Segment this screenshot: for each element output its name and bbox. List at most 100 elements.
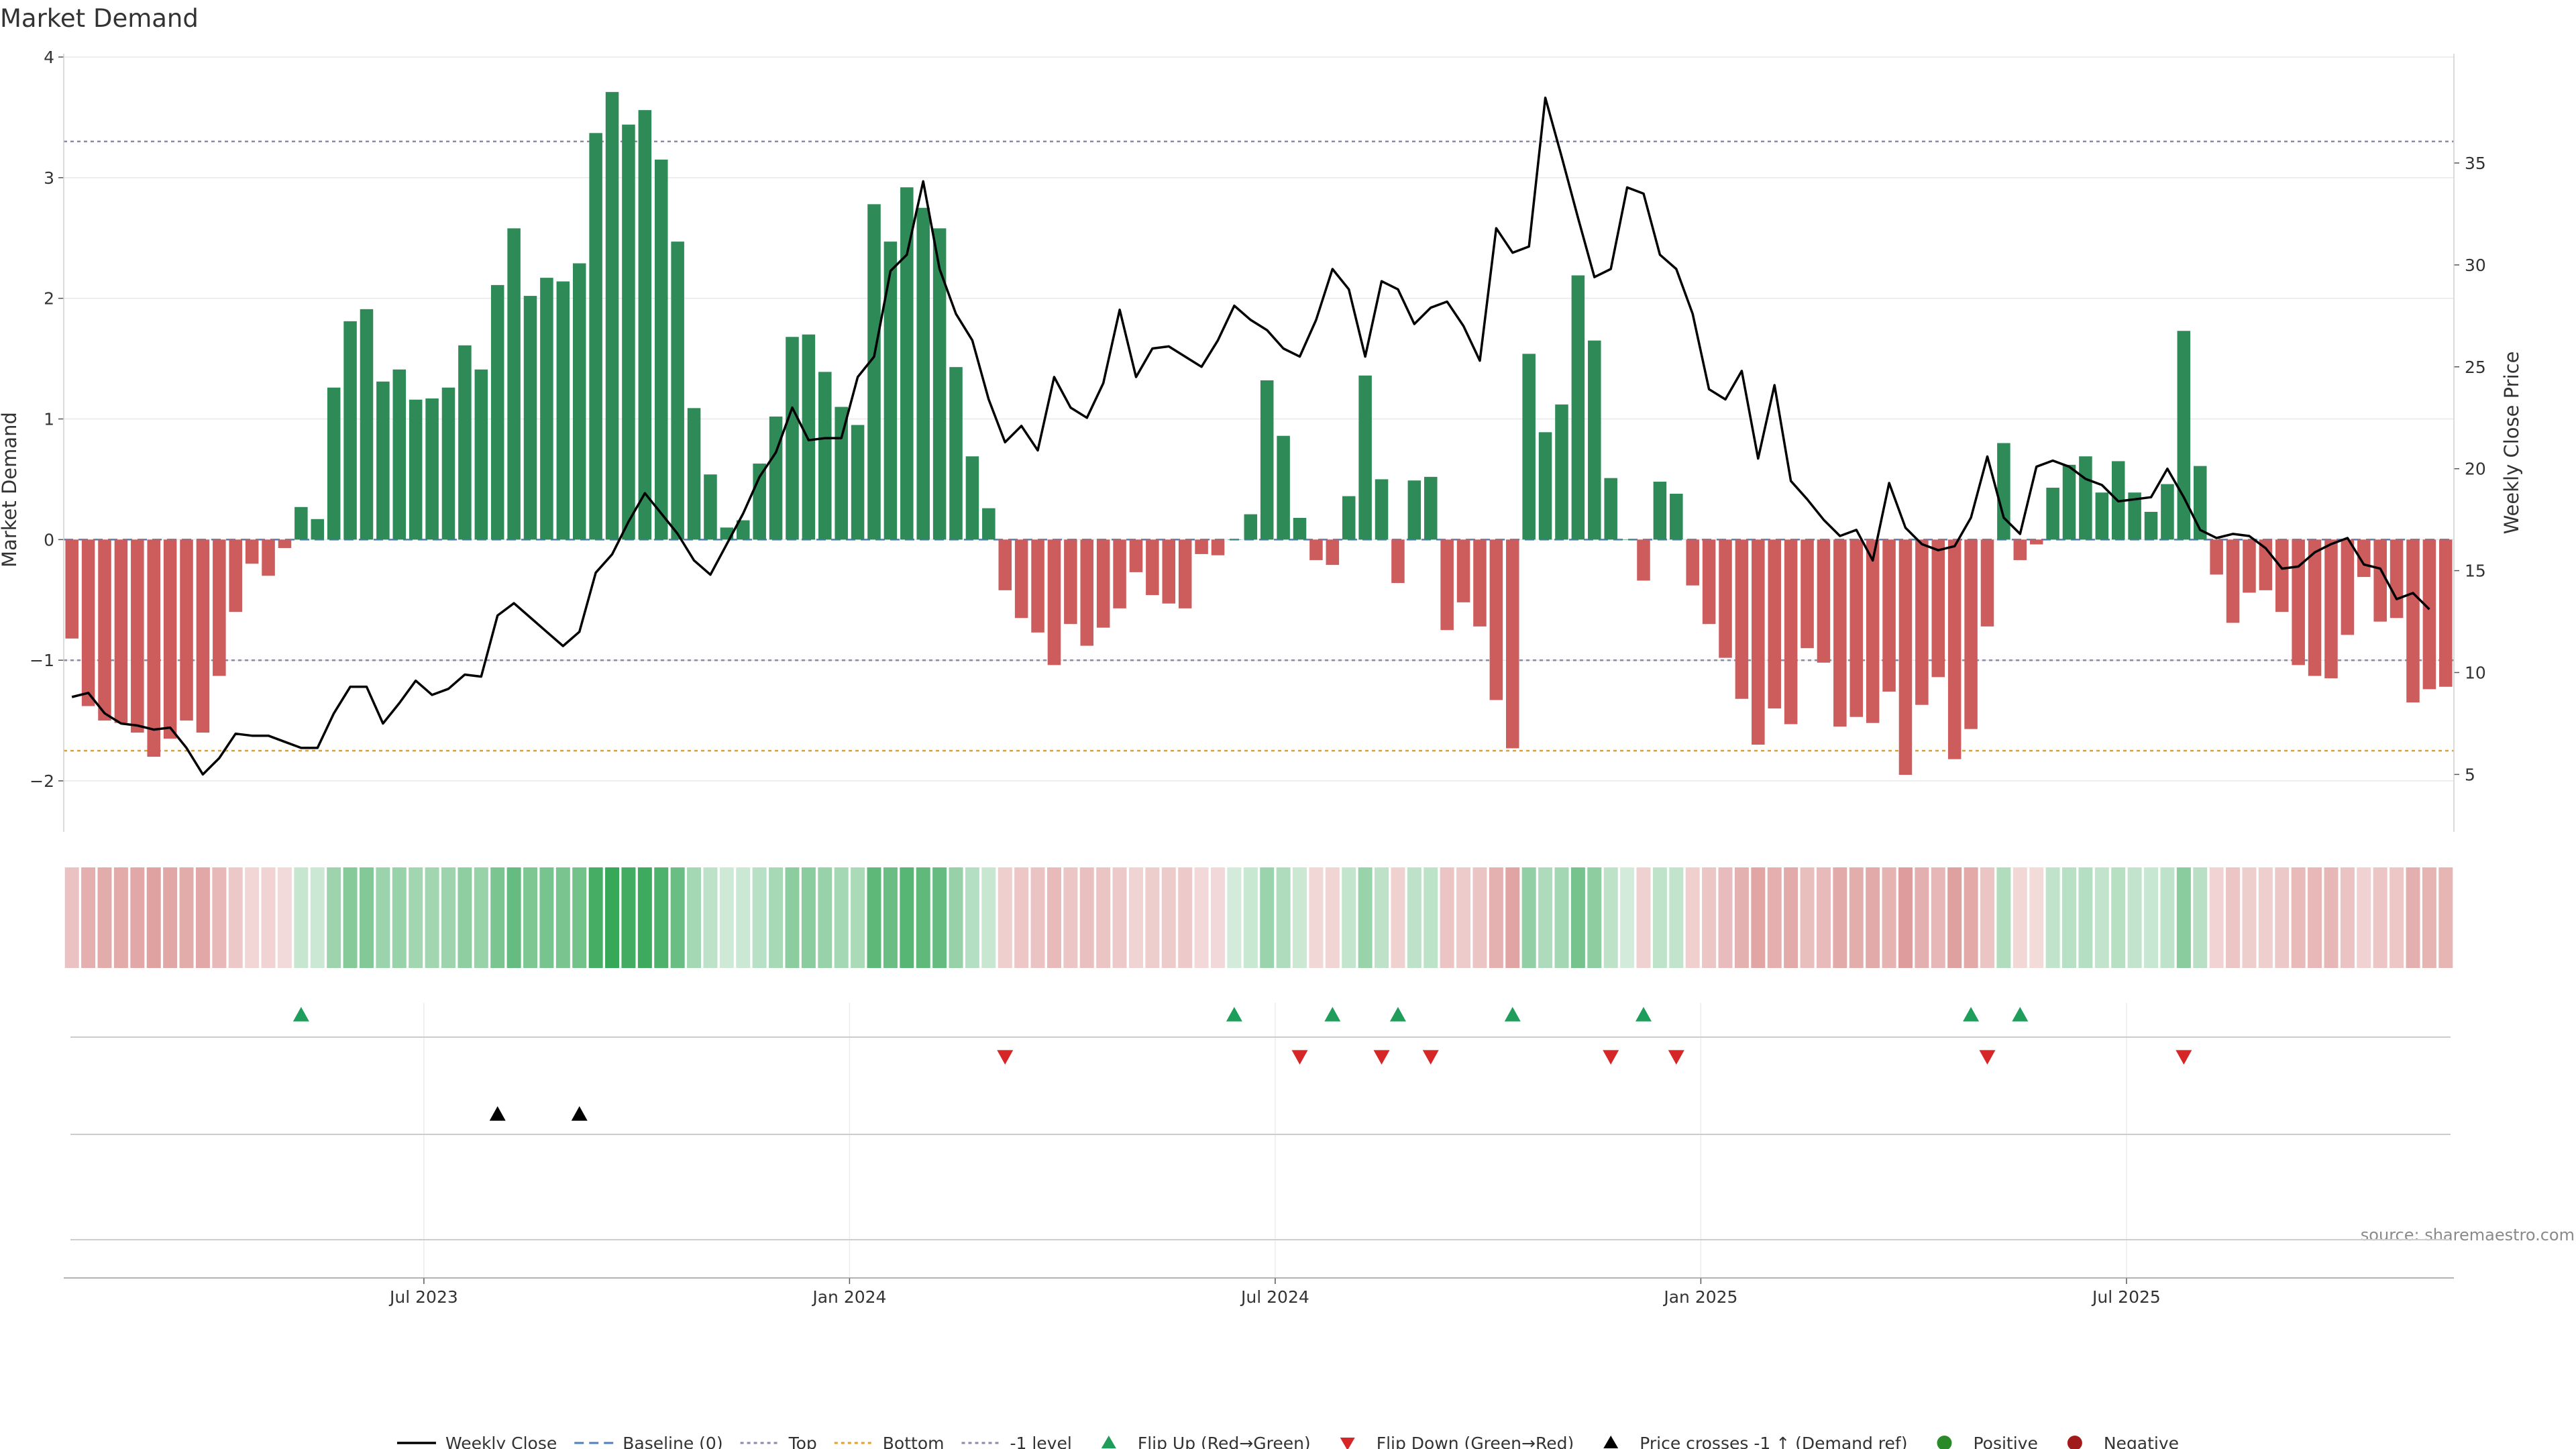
demand-bar-negative [1702,539,1716,625]
demand-bar-negative [65,539,78,639]
demand-bar-positive [1424,476,1438,540]
demand-color-strip [64,867,2453,968]
demand-bar-positive [687,408,701,540]
demand-bar-positive [1407,480,1421,540]
demand-bar-positive [409,399,423,540]
demand-bar-negative [1309,539,1323,560]
weekly-close-series [71,97,2430,776]
strip-cell-positive [392,867,407,968]
demand-bar-negative [998,539,1012,590]
demand-bar-positive [1293,517,1307,540]
strip-cell-negative [2209,867,2224,968]
strip-cell-negative [2406,867,2420,968]
strip-cell-negative [1767,867,1782,968]
demand-bar-positive [622,124,635,540]
strip-cell-negative [2029,867,2044,968]
flip-up-marker [292,1007,309,1022]
left-axis-label: Market Demand [0,412,21,568]
legend-item-positive: Positive [1937,1434,2038,1449]
source-credit: source: sharemaestro.com [2361,1226,2575,1244]
demand-bar-positive [671,241,684,540]
demand-bar-positive [786,337,799,540]
demand-bar-negative [1686,539,1699,586]
strip-cell-positive [2094,867,2109,968]
demand-bar-positive [900,187,914,540]
strip-cell-positive [654,867,669,968]
legend-item-label: Baseline (0) [623,1434,722,1449]
demand-bar-negative [2324,539,2338,679]
demand-bar-negative [2243,539,2256,593]
demand-bar-negative [245,539,259,564]
demand-bar-negative [1866,539,1880,723]
demand-bar-positive [1522,354,1536,540]
signal-markers [292,1007,2192,1121]
demand-bar-positive [474,369,488,540]
strip-cell-negative [1505,867,1520,968]
demand-bar-positive [965,456,979,540]
strip-cell-negative [1079,867,1094,968]
strip-cell-positive [2176,867,2191,968]
strip-cell-positive [310,867,325,968]
demand-bar-positive [2095,492,2109,540]
demand-bar-negative [1931,539,1945,678]
demand-bar-positive [376,381,390,540]
strip-cell-positive [1570,867,1585,968]
strip-cell-positive [2062,867,2076,968]
demand-bar-positive [916,207,930,540]
demand-bar-negative [196,539,210,733]
strip-cell-positive [932,867,947,968]
strip-cell-negative [195,867,210,968]
strip-cell-negative [1161,867,1176,968]
strip-cell-positive [506,867,521,968]
flip-down-marker [1603,1050,1619,1065]
price-cross-marker [571,1106,588,1121]
demand-bar-positive [802,334,816,540]
demand-bar-negative [1391,539,1405,584]
strip-cell-negative [1947,867,1962,968]
demand-bar-negative [1080,539,1094,646]
demand-bar-negative [1882,539,1896,692]
flip-up-marker [2012,1007,2029,1022]
demand-bar-positive [425,398,439,540]
demand-bar-negative [1637,539,1650,581]
strip-cell-positive [359,867,374,968]
flip-up-marker [1324,1007,1341,1022]
demand-bar-positive [982,508,996,540]
demand-bar-negative [1162,539,1176,604]
demand-bar-negative [1326,539,1340,566]
demand-bar-positive [2144,511,2158,540]
demand-bar-positive [2177,331,2191,540]
demand-bar-negative [131,539,144,733]
strip-cell-positive [1521,867,1536,968]
demand-bar-negative [229,539,243,612]
strip-cell-negative [64,867,79,968]
demand-bar-negative [163,539,177,739]
strip-cell-positive [2127,867,2142,968]
strip-cell-positive [1227,867,1242,968]
strip-cell-positive [670,867,685,968]
legend-item-price-cross: Price crosses -1 ↑ (Demand ref) [1603,1434,1907,1449]
strip-cell-positive [637,867,652,968]
legend-flip-up-icon [1101,1436,1116,1448]
demand-bar-negative [98,539,111,721]
strip-cell-negative [1472,867,1487,968]
demand-bar-negative [1768,539,1781,709]
strip-cell-positive [801,867,816,968]
strip-cell-positive [736,867,751,968]
weekly-close-line [71,97,2430,776]
strip-cell-positive [2144,867,2159,968]
flip-down-marker [1373,1050,1390,1065]
legend: Weekly Close Baseline (0) Top Bottom -1 leve… [396,1434,2179,1449]
demand-bar-negative [1964,539,1978,729]
strip-cell-negative [228,867,243,968]
demand-bar-negative [180,539,193,721]
left-tick-label: −1 [30,651,54,670]
left-tick-label: 0 [44,530,54,549]
strip-cell-negative [1128,867,1143,968]
strip-cell-negative [2357,867,2371,968]
strip-cell-negative [1063,867,1078,968]
strip-cell-negative [1030,867,1045,968]
demand-bars [65,92,2453,775]
strip-cell-negative [1210,867,1225,968]
demand-bar-negative [1195,539,1208,554]
